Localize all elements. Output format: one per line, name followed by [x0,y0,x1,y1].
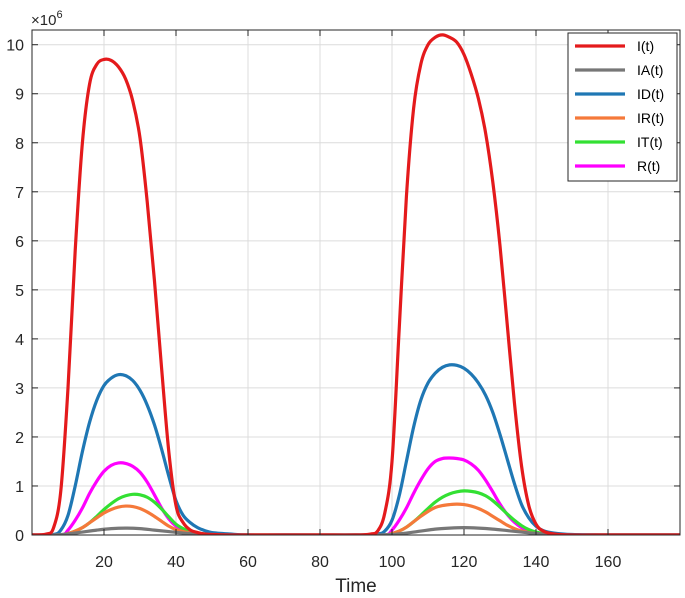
x-tick-label: 40 [167,554,185,571]
series-line-itt [32,489,680,535]
legend-label: R(t) [637,158,660,174]
y-tick-label: 2 [15,430,24,447]
y-tick-label: 10 [6,38,24,55]
y-tick-label: 0 [15,528,24,545]
legend-label: IT(t) [637,134,663,150]
y-tick-label: 9 [15,87,24,104]
axes-box [31,29,681,536]
x-tick-label: 160 [595,554,622,571]
y-tick-label: 1 [15,479,24,496]
legend-label: ID(t) [637,86,664,102]
x-axis-label: Time [335,576,377,597]
x-tick-label: 100 [379,554,406,571]
legend-label: IR(t) [637,110,664,126]
y-tick-labels: 0 1 2 3 4 5 6 7 8 9 10 [6,38,24,545]
series-line-iat [32,526,680,535]
x-tick-label: 20 [95,554,113,571]
y-tick-label: 3 [15,381,24,398]
legend-label: I(t) [637,38,654,54]
x-tick-label: 80 [311,554,329,571]
y-tick-label: 6 [15,234,24,251]
x-tick-label: 140 [523,554,550,571]
y-tick-label: 4 [15,332,24,349]
legend-box [567,32,678,182]
legend-label: IA(t) [637,62,663,78]
x-tick-labels: 20 40 60 80 100 120 140 160 [95,554,621,571]
y-tick-label: 8 [15,136,24,153]
y-tick-label: 5 [15,283,24,300]
y-axis-multiplier: ×106 [31,9,63,29]
y-tick-label: 7 [15,185,24,202]
y-axis-multiplier-base: ×10 [31,12,56,29]
x-tick-label: 120 [451,554,478,571]
legend: I(t) IA(t) ID(t) IR(t) IT(t) R(t) [567,32,678,182]
x-tick-label: 60 [239,554,257,571]
y-axis-multiplier-exponent: 6 [56,9,62,21]
series-line-irt [32,502,680,535]
